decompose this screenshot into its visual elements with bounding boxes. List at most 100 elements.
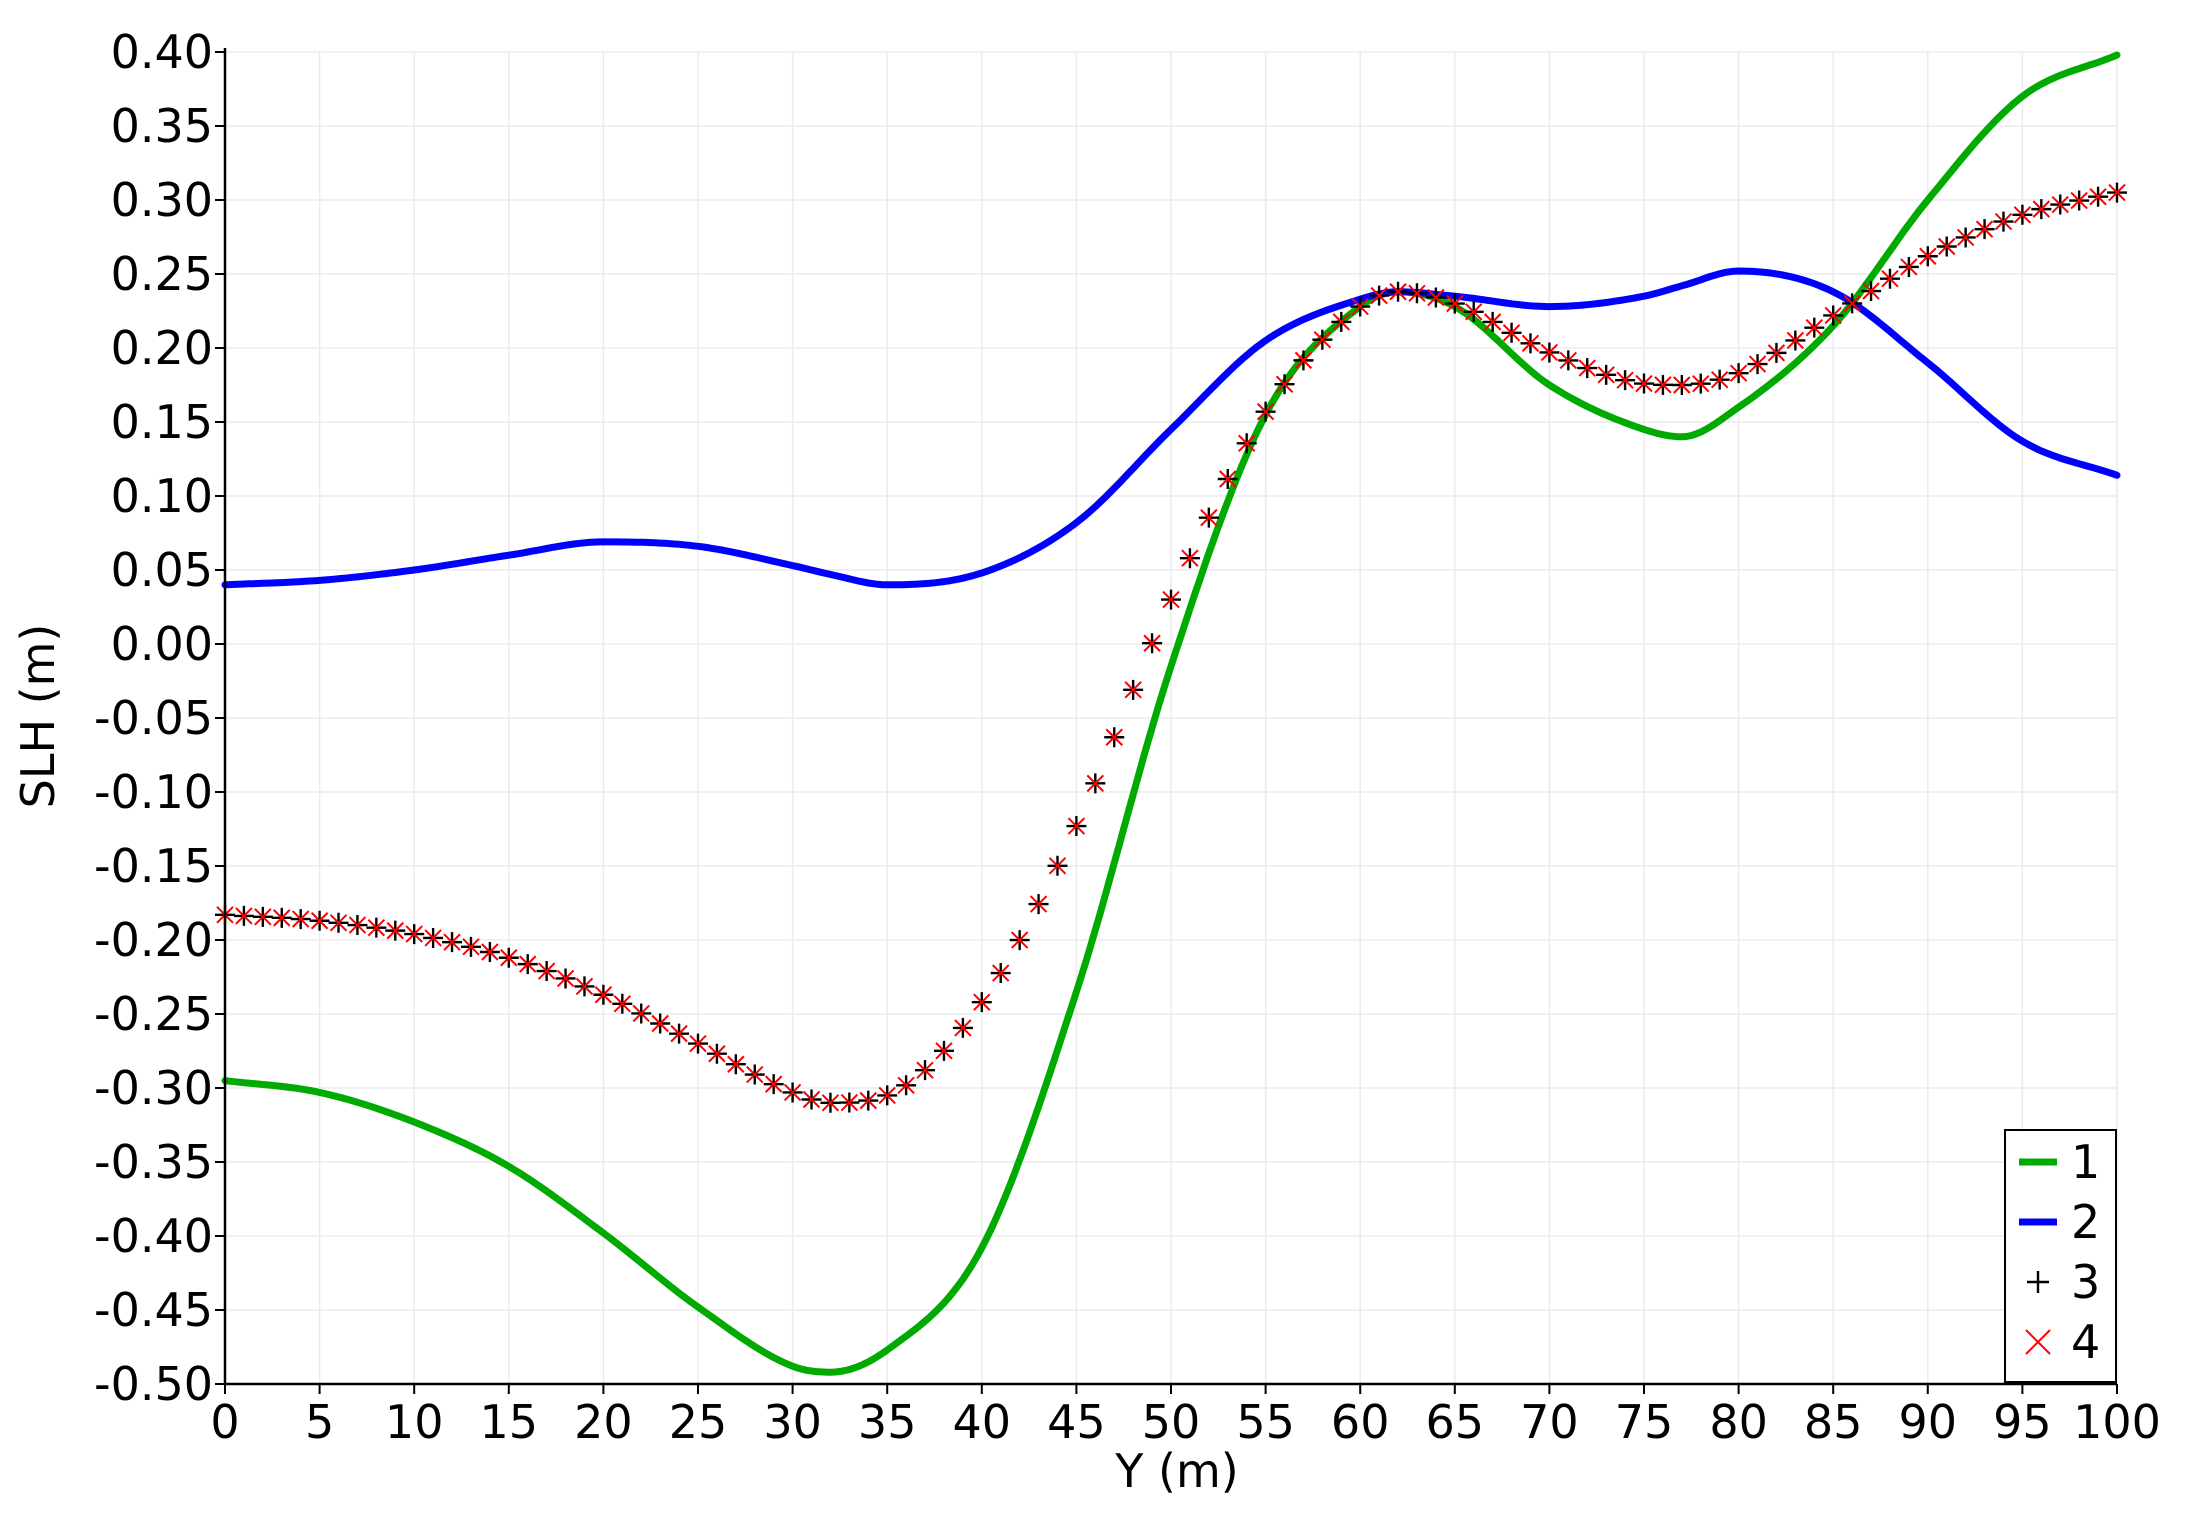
y-tick-label: -0.30 [94,1061,213,1115]
series-4-point [1597,366,1615,384]
tick-labels: 0 5 10 15 20 25 30 35 40 45 50 55 60 65 70 75 80 85 90 95 10… [94,25,2161,1449]
series-4-point [1692,374,1710,393]
series-4-point [575,977,594,996]
grid [224,51,2118,1385]
series-4-point [481,943,499,961]
series-4-point [1010,931,1029,949]
x-tick-label: 70 [1520,1395,1579,1449]
series-4-point [1446,294,1464,313]
series-4-point [1048,857,1067,875]
x-tick-label: 100 [2073,1395,2161,1449]
series-4-point [764,1075,783,1093]
series-4-point [859,1091,877,1110]
series-4-point [556,969,575,988]
series-4-point [840,1093,859,1112]
series-4-point [1748,355,1767,373]
series-4-point [2089,188,2107,206]
series-4-point [878,1086,896,1105]
series-4-point [1710,370,1729,389]
series-4-point [2070,191,2088,210]
y-tick-label: -0.40 [94,1209,213,1263]
series-4-point [727,1055,745,1073]
y-tick-label: 0.00 [111,617,213,671]
y-tick-label: -0.05 [94,691,213,745]
series-4-point [1616,371,1634,389]
series-4-point [1956,228,1975,247]
series-4-point [424,929,442,947]
x-axis-label: Y (m) [1114,1444,1238,1498]
series-4-point [386,921,404,940]
legend-swatch-3 [2027,1271,2049,1293]
series-4-point [821,1094,840,1112]
series-4-point [935,1042,953,1060]
y-tick-label: 0.35 [111,99,213,153]
y-tick-label: -0.50 [94,1357,213,1411]
series-4-point [1067,817,1086,835]
series-4-point [1540,343,1559,362]
series-4-point [1181,549,1199,567]
x-tick-label: 0 [210,1395,239,1449]
x-tick-label: 35 [858,1395,917,1449]
legend-swatch-4 [2025,1329,2051,1355]
y-tick-label: -0.25 [94,987,213,1041]
legend: 1 2 3 4 [2004,1129,2117,1383]
series-4-point [310,912,329,930]
series-4-point [1654,376,1672,394]
x-tick-label: 90 [1899,1395,1958,1449]
series-4-point [897,1076,915,1094]
series-4-point [405,925,423,943]
series-4-point [1370,286,1388,305]
series-4-point [462,938,480,956]
series-4-point [1559,351,1578,370]
series-4-point [2051,195,2069,214]
x-tick-label: 80 [1709,1395,1768,1449]
series-4-point [632,1004,650,1023]
series-1-line [221,51,2121,1376]
series-4-point [1313,331,1332,349]
series-4-point [500,949,518,967]
series-4-point [802,1090,821,1109]
series-4-point [291,910,310,928]
series-4-point [2032,200,2051,218]
series-4-point [254,908,272,926]
legend-label-1: 1 [2071,1135,2100,1189]
series-4-markers [216,183,2126,1112]
series-4-point [443,933,461,951]
series-4-point [1200,508,1218,527]
legend-label-4: 4 [2071,1315,2100,1369]
x-tick-label: 15 [480,1395,539,1449]
series-4-point [1578,359,1596,377]
series-4-point [1029,895,1048,913]
series-4-point [1729,364,1748,382]
series-4-point [594,986,613,1004]
y-tick-label: 0.20 [111,321,213,375]
series-4-point [1862,282,1880,300]
x-tick-label: 60 [1331,1395,1390,1449]
y-tick-label: 0.40 [111,25,213,79]
series-4-point [1294,351,1313,370]
series-4-point [1975,220,1994,238]
legend-label-2: 2 [2071,1195,2100,1249]
series-4-point [1938,237,1956,256]
series-4-point [348,916,367,934]
series-4-point [1219,470,1237,488]
series-4-point [1143,634,1161,652]
y-tick-label: 0.10 [111,469,213,523]
x-tick-label: 95 [1993,1395,2052,1449]
series-4-point [916,1061,934,1079]
x-tick-label: 25 [669,1395,728,1449]
series-4-point [1919,247,1937,265]
x-tick-label: 85 [1804,1395,1863,1449]
series-4-point [708,1045,726,1063]
series-4-point [1767,344,1786,362]
x-tick-label: 5 [305,1395,334,1449]
x-tick-label: 75 [1615,1395,1674,1449]
axes [215,48,2118,1394]
y-tick-label: -0.20 [94,913,213,967]
series-4-point [689,1034,707,1053]
series-4-point [1635,374,1653,393]
series-4-point [1124,681,1142,699]
legend-box [2004,1129,2117,1383]
series-4-point [2108,183,2126,202]
